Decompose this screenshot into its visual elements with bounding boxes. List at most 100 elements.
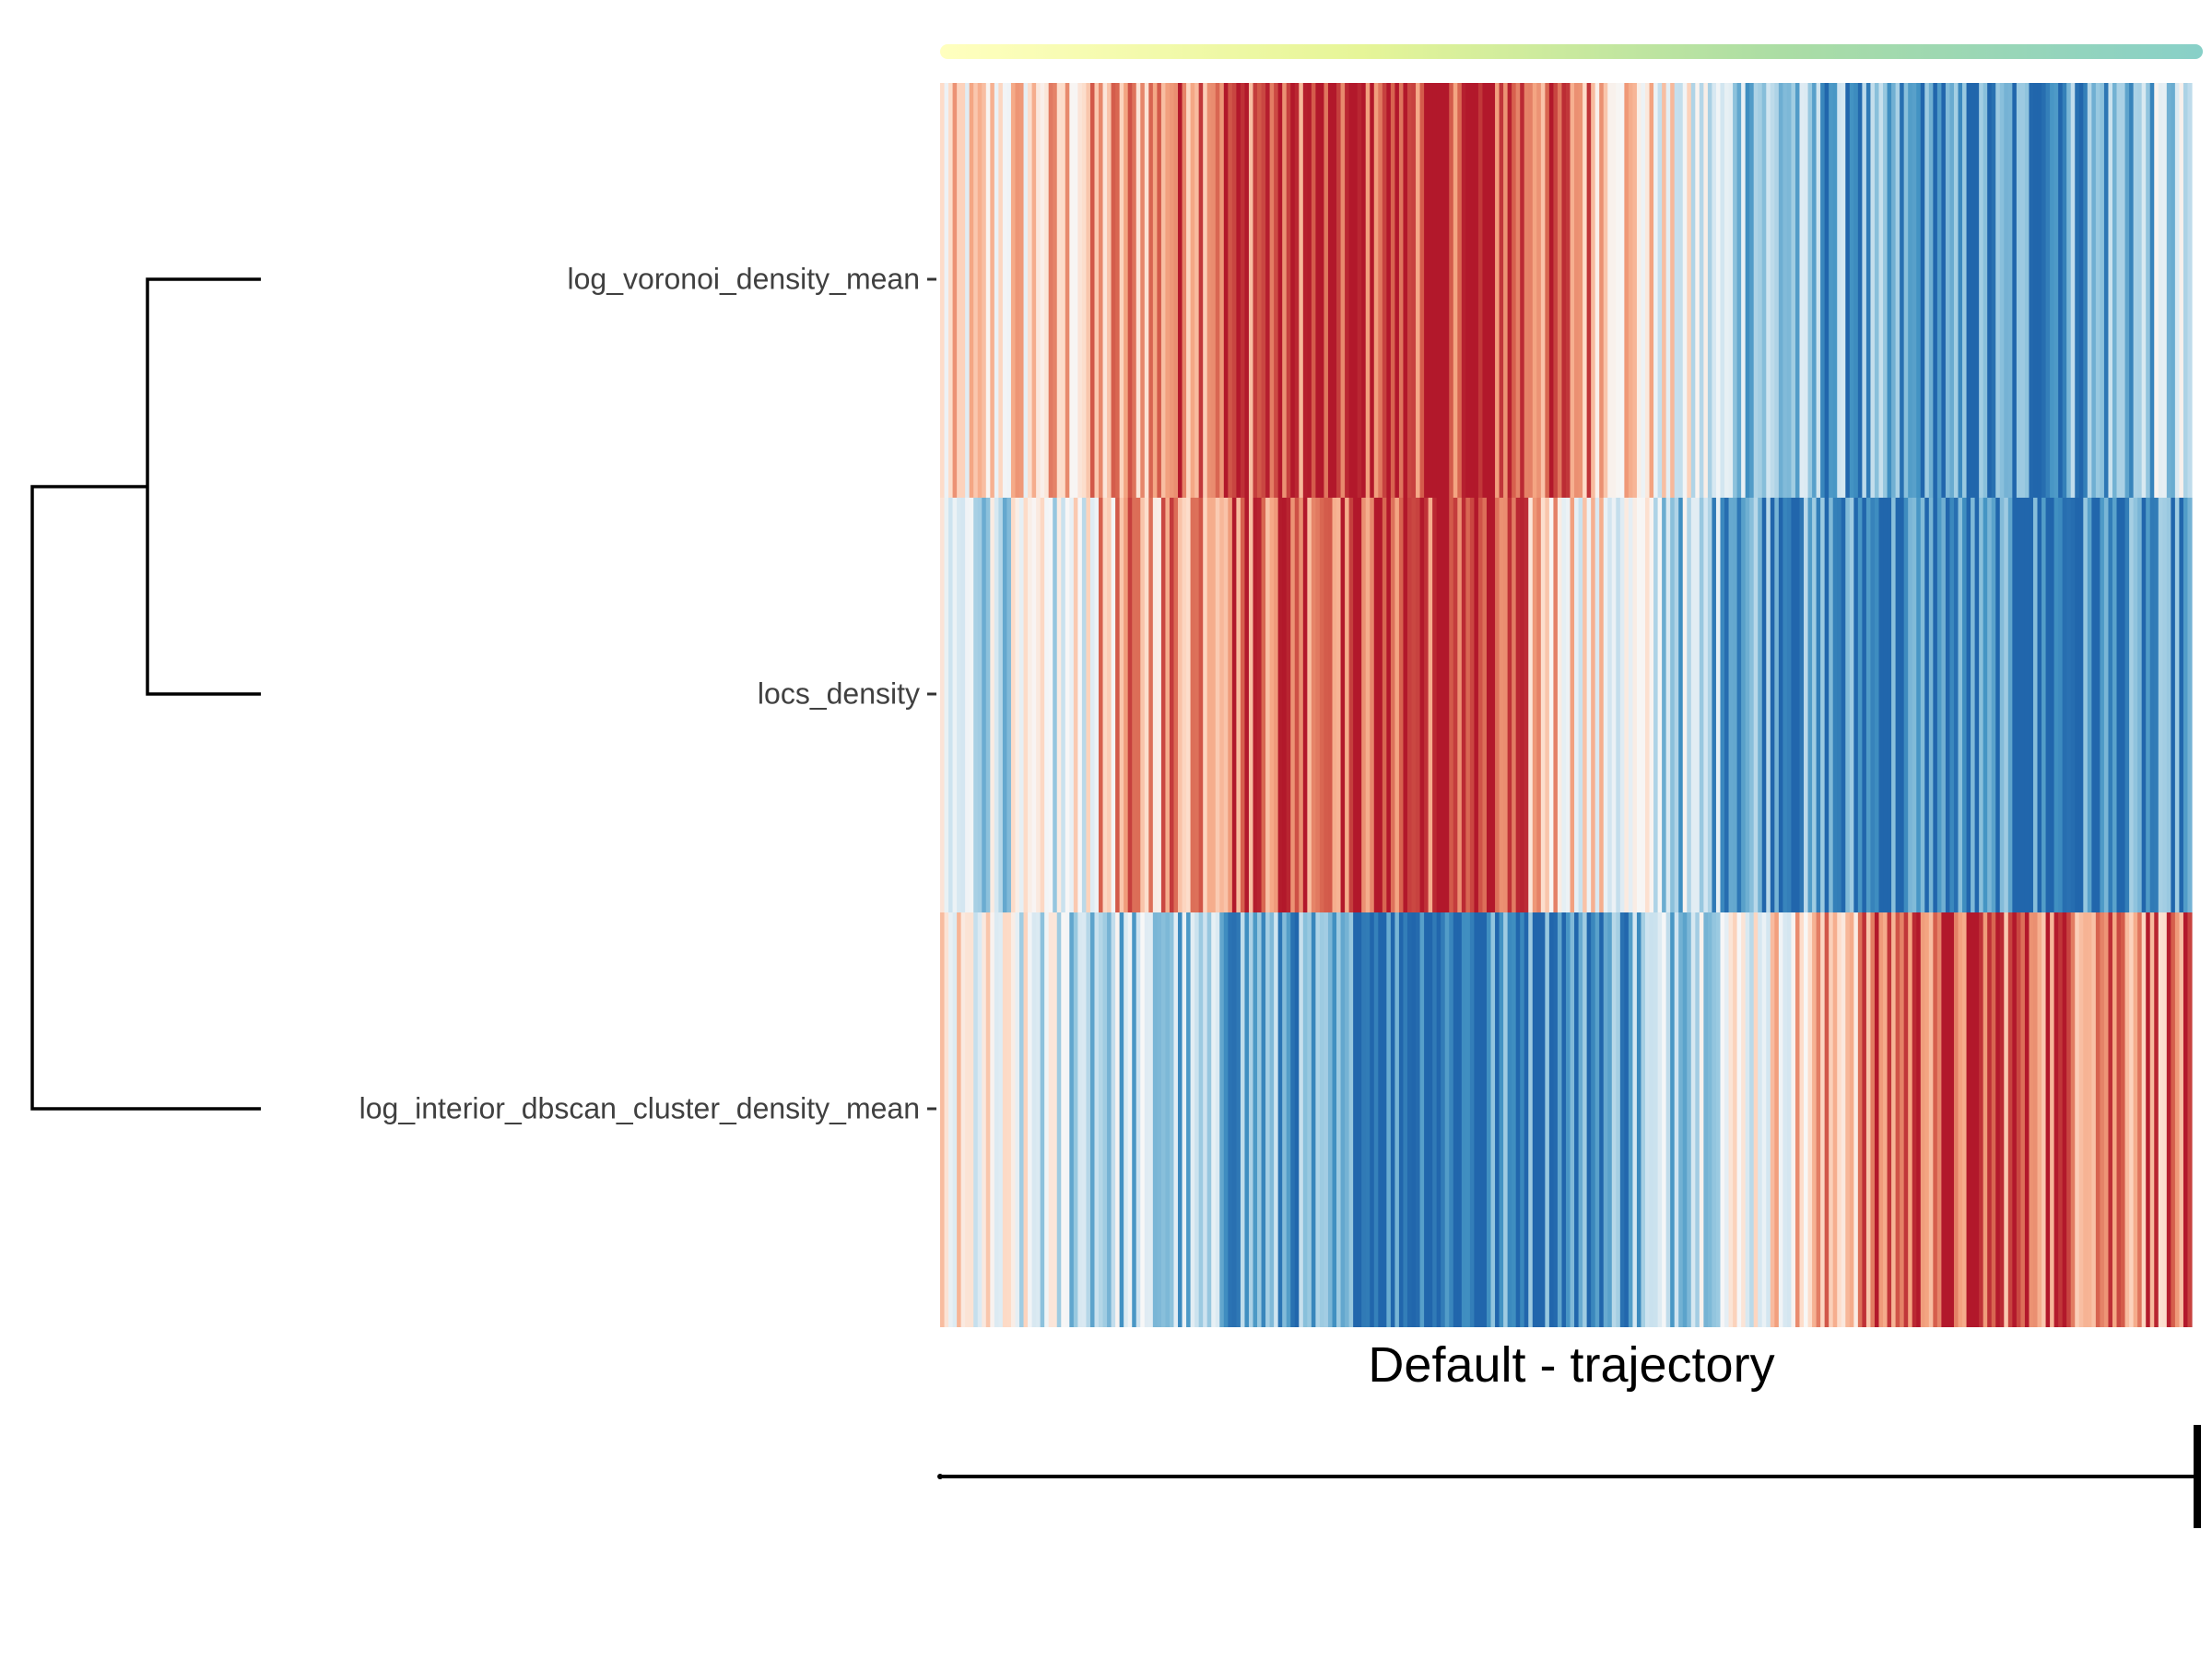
heatmap-cell: [2149, 83, 2155, 498]
heatmap-cell: [1332, 912, 1337, 1327]
heatmap-cell: [1916, 912, 1922, 1327]
heatmap-cell: [1862, 83, 1867, 498]
heatmap-cell: [1223, 912, 1229, 1327]
heatmap-cell: [1015, 498, 1020, 912]
heatmap-cell: [2029, 912, 2034, 1327]
heatmap-cell: [1528, 498, 1534, 912]
heatmap-cell: [1649, 912, 1654, 1327]
heatmap-cell: [1636, 83, 1642, 498]
heatmap-cell: [1548, 912, 1555, 1327]
heatmap-cell: [1160, 83, 1167, 498]
heatmap-cell: [1728, 912, 1734, 1327]
heatmap-cell: [1394, 912, 1400, 1327]
heatmap-cell: [2007, 912, 2013, 1327]
heatmap-cell: [1895, 498, 1900, 912]
heatmap-cell: [1406, 83, 1413, 498]
heatmap-cell: [1132, 498, 1137, 912]
heatmap-cell: [2037, 912, 2042, 1327]
heatmap-cell: [1874, 83, 1880, 498]
heatmap-cell: [1799, 912, 1805, 1327]
heatmap-cell: [1574, 912, 1580, 1327]
heatmap-cell: [2154, 912, 2159, 1327]
heatmap-cell: [1203, 912, 1208, 1327]
heatmap-cell: [1307, 912, 1312, 1327]
heatmap-cell: [1386, 83, 1392, 498]
heatmap-cell: [1240, 83, 1246, 498]
heatmap-cell: [1477, 83, 1484, 498]
heatmap-cell: [2083, 912, 2088, 1327]
heatmap-cell: [1186, 83, 1192, 498]
heatmap-cell: [1611, 83, 1617, 498]
heatmap-cell: [1370, 83, 1375, 498]
heatmap-cell: [1878, 912, 1884, 1327]
heatmap-cell: [1794, 912, 1801, 1327]
heatmap-cell: [2020, 912, 2026, 1327]
heatmap-cell: [1469, 912, 1476, 1327]
heatmap-cell: [2146, 498, 2151, 912]
heatmap-body: [940, 83, 2193, 1327]
heatmap-cell: [1865, 498, 1872, 912]
heatmap-cell: [985, 83, 991, 498]
heatmap-cell: [1348, 912, 1354, 1327]
heatmap-cell: [1512, 83, 1517, 498]
heatmap-cell: [1010, 498, 1017, 912]
heatmap-cell: [2066, 83, 2072, 498]
heatmap-cell: [1649, 498, 1654, 912]
heatmap-cell: [985, 912, 991, 1327]
heatmap-cell: [1766, 498, 1771, 912]
heatmap-cell: [1124, 498, 1129, 912]
heatmap-cell: [1674, 83, 1679, 498]
heatmap-cell: [1424, 912, 1430, 1327]
heatmap-cell: [1703, 498, 1709, 912]
heatmap-cell: [2037, 83, 2042, 498]
heatmap-cell: [1991, 83, 1996, 498]
heatmap-cell: [1219, 912, 1225, 1327]
heatmap-cell: [2137, 912, 2143, 1327]
heatmap-cell: [1574, 83, 1580, 498]
heatmap-cell: [2070, 498, 2076, 912]
heatmap-cell: [2045, 498, 2051, 912]
heatmap-cell: [1428, 912, 1433, 1327]
heatmap-cell: [1382, 83, 1387, 498]
heatmap-cell: [1832, 83, 1838, 498]
heatmap-cell: [1040, 912, 1045, 1327]
heatmap-row: [940, 912, 2193, 1327]
heatmap-cell: [1107, 912, 1112, 1327]
heatmap-cell: [998, 498, 1004, 912]
heatmap-cell: [1566, 498, 1571, 912]
heatmap-cell: [2162, 83, 2168, 498]
heatmap-cell: [1282, 912, 1288, 1327]
heatmap-cell: [1699, 498, 1704, 912]
heatmap-cell: [2146, 83, 2151, 498]
heatmap-cell: [1958, 83, 1963, 498]
heatmap-cell: [1503, 83, 1509, 498]
heatmap-cell: [1453, 912, 1458, 1327]
heatmap-cell: [2158, 912, 2163, 1327]
heatmap-cell: [1277, 498, 1283, 912]
heatmap-cell: [1687, 498, 1692, 912]
heatmap-cell: [1065, 498, 1070, 912]
heatmap-cell: [1895, 912, 1900, 1327]
heatmap-cell: [1319, 498, 1325, 912]
heatmap-cell: [1578, 83, 1583, 498]
heatmap-cell: [2129, 83, 2135, 498]
heatmap-cell: [1690, 912, 1696, 1327]
heatmap-cell: [1340, 912, 1346, 1327]
heatmap-cell: [940, 498, 946, 912]
heatmap-cell: [1712, 912, 1717, 1327]
heatmap-cell: [1069, 83, 1075, 498]
heatmap-cell: [1023, 83, 1029, 498]
heatmap-cell: [1107, 498, 1112, 912]
heatmap-cell: [1878, 83, 1884, 498]
heatmap-cell: [1962, 83, 1968, 498]
heatmap-cell: [1786, 912, 1793, 1327]
heatmap-cell: [1974, 83, 1980, 498]
heatmap-cell: [1703, 912, 1709, 1327]
heatmap-cell: [1632, 498, 1638, 912]
heatmap-cell: [2004, 498, 2009, 912]
heatmap-cell: [1127, 498, 1133, 912]
heatmap-cell: [1707, 498, 1713, 912]
heatmap-cell: [1983, 498, 1988, 912]
heatmap-cell: [1928, 912, 1934, 1327]
heatmap-cell: [1357, 498, 1362, 912]
